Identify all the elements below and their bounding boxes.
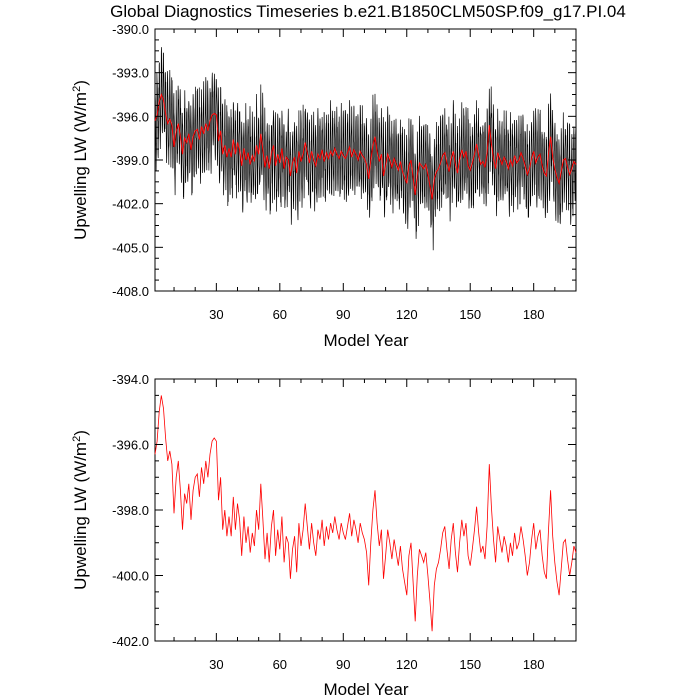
x-tick-label: 180 (523, 657, 545, 672)
y-tick-label: -400.0 (112, 569, 149, 584)
series-annual-line (154, 395, 577, 632)
y-axis-label-bottom: Upwelling LW (W/m2) (71, 430, 90, 590)
y-tick-label: -408.0 (112, 284, 149, 299)
x-tick-label: 30 (209, 307, 223, 322)
y-tick-label: -393.0 (112, 66, 149, 81)
y-tick-label: -398.0 (112, 503, 149, 518)
y-tick-label: -390.0 (112, 22, 149, 37)
series-annual-line (154, 92, 577, 200)
panel-top: -408.0 -405.0 -402.0 -399.0 -396.0 -393.0 -390… (71, 22, 577, 350)
y-tick-label: -402.0 (112, 197, 149, 212)
x-tick-label: 30 (209, 657, 223, 672)
x-tick-label: 60 (273, 657, 287, 672)
y-tick-label: -399.0 (112, 153, 149, 168)
x-tick-label: 120 (396, 307, 418, 322)
y-axis-label-top: Upwelling LW (W/m2) (71, 80, 90, 240)
x-axis-label-bottom: Model Year (323, 680, 408, 699)
y-tick-label: -402.0 (112, 634, 149, 649)
x-tick-label: 120 (396, 657, 418, 672)
x-tick-label: 90 (336, 657, 350, 672)
series-monthly-line (154, 47, 577, 251)
y-tick-label: -396.0 (112, 438, 149, 453)
x-tick-label: 60 (273, 307, 287, 322)
x-tick-label: 180 (523, 307, 545, 322)
x-tick-label: 150 (459, 307, 481, 322)
x-axis-label-top: Model Year (323, 331, 408, 350)
plot-frame-bottom (154, 378, 577, 642)
y-tick-label: -405.0 (112, 240, 149, 255)
x-tick-label: 90 (336, 307, 350, 322)
x-tick-label: 150 (459, 657, 481, 672)
y-tick-label: -396.0 (112, 109, 149, 124)
panel-bottom: -402.0 -400.0 -398.0 -396.0 -394.0 30 60 90 120 1… (71, 372, 577, 699)
y-tick-label: -394.0 (112, 372, 149, 387)
chart-title: Global Diagnostics Timeseries b.e21.B185… (110, 2, 626, 21)
